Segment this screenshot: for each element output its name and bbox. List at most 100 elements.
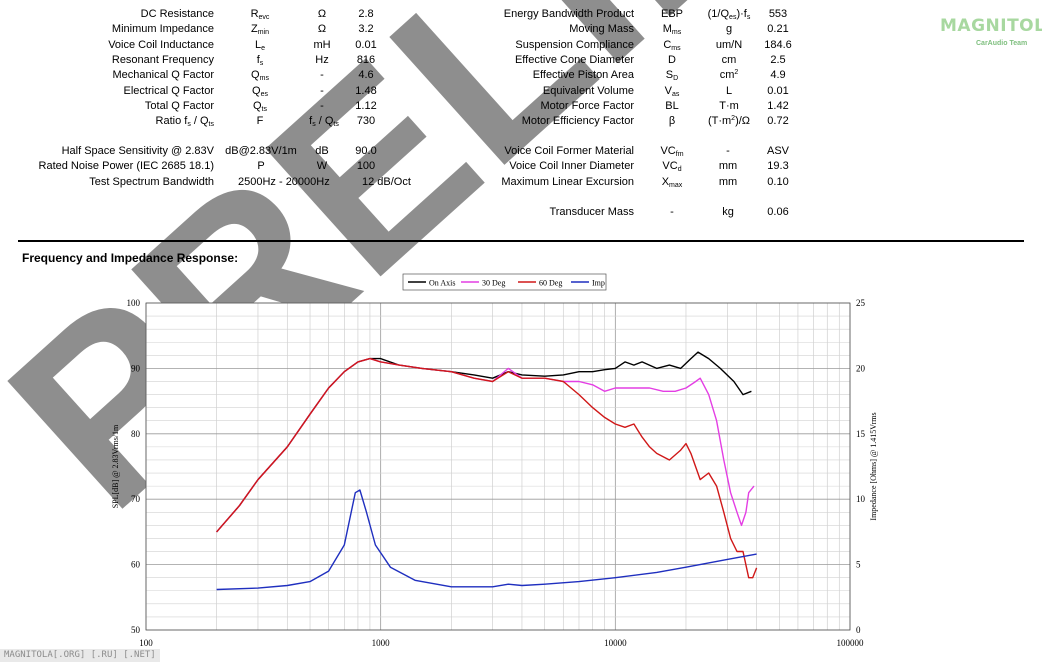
param-symbol: P xyxy=(257,160,265,173)
param-unit: T·m xyxy=(719,99,739,112)
param-label: Voice Coil Inductance xyxy=(108,38,214,51)
param-value: 730 xyxy=(356,115,376,128)
legend-entry: On Axis xyxy=(429,279,455,288)
param-unit: um/N xyxy=(715,38,743,51)
param-unit: - xyxy=(320,99,324,112)
site-footer: MAGNITOLA[.ORG] [.RU] [.NET] xyxy=(0,649,160,662)
param-value: 4.9 xyxy=(770,69,786,82)
param-label: Transducer Mass xyxy=(549,206,634,218)
param-symbol: fs xyxy=(256,53,264,67)
series-line-30-deg xyxy=(216,357,755,533)
param-symbol: Qms xyxy=(251,69,269,83)
param-symbol: Cms xyxy=(663,38,681,52)
param-unit: mH xyxy=(313,38,331,51)
param-label: Rated Noise Power (IEC 2685 18.1) xyxy=(38,160,214,173)
param-value: 0.01 xyxy=(767,84,789,97)
param-value: 3.2 xyxy=(358,23,374,36)
legend-box xyxy=(402,273,607,291)
param-symbol: VCfm xyxy=(660,145,684,158)
param-label: Electrical Q Factor xyxy=(123,84,214,97)
param-value: 90.0 xyxy=(355,145,377,157)
param-unit: Ω xyxy=(317,23,327,36)
y2-axis-label: Impedance [Ohms] @ 1.415Vrms xyxy=(869,412,878,520)
param-value: 0.72 xyxy=(767,115,789,128)
param-unit: Ω xyxy=(317,8,327,20)
param-unit: cm xyxy=(721,53,737,66)
y2-tick-label: 10 xyxy=(856,494,866,504)
series-line-on-axis xyxy=(216,351,752,533)
param-unit: Hz xyxy=(315,53,329,66)
param-value: 0.10 xyxy=(767,175,789,188)
param-label: Effective Cone Diameter xyxy=(514,53,634,66)
series-line-imp xyxy=(216,489,757,591)
param-unit: - xyxy=(320,84,324,97)
param-symbol: VCd xyxy=(662,160,682,174)
plot-area xyxy=(146,303,850,630)
param-symbol: Qts xyxy=(252,99,267,113)
param-value: 553 xyxy=(768,8,788,20)
param-label: Motor Efficiency Factor xyxy=(521,115,634,128)
param-label: Test Spectrum Bandwidth xyxy=(89,176,214,188)
param-label: Ratio fs / Qts xyxy=(155,115,214,129)
y-tick-label: 50 xyxy=(131,625,141,635)
param-label: Suspension Compliance xyxy=(515,38,634,51)
param-unit: mm xyxy=(718,160,738,173)
y-tick-label: 70 xyxy=(131,494,141,504)
x-tick-label: 10000 xyxy=(604,638,627,648)
param-label: Voice Coil Inner Diameter xyxy=(509,160,634,173)
bandwidth-slope: 12 dB/Oct xyxy=(362,176,411,188)
param-unit: (T·m2)/Ω xyxy=(707,115,751,128)
param-symbol: Le xyxy=(254,38,266,52)
param-value: 4.6 xyxy=(358,69,374,82)
section-title: Frequency and Impedance Response: xyxy=(22,251,239,265)
x-tick-label: 1000 xyxy=(372,638,391,648)
y-tick-label: 90 xyxy=(131,363,141,373)
param-symbol: dB@2.83V/1m xyxy=(225,145,297,157)
section-divider xyxy=(18,240,1024,242)
bandwidth-range: 2500Hz - 20000Hz xyxy=(238,176,330,188)
series-line-60-deg xyxy=(216,357,758,579)
param-value: 1.12 xyxy=(355,99,377,112)
y-tick-label: 100 xyxy=(127,298,141,308)
y2-tick-label: 0 xyxy=(856,625,861,635)
param-symbol: Qes xyxy=(252,84,268,98)
y-tick-label: 60 xyxy=(131,560,141,570)
param-label: Total Q Factor xyxy=(144,99,214,112)
param-unit: kg xyxy=(722,206,734,218)
param-value: 1.48 xyxy=(355,84,377,97)
param-value: 0.01 xyxy=(355,38,377,51)
param-unit: cm2 xyxy=(719,69,739,82)
x-tick-label: 100 xyxy=(139,638,153,648)
param-symbol: Vas xyxy=(664,84,680,98)
brand-logo: MAGNITOLA xyxy=(940,16,1042,36)
param-value: 2.8 xyxy=(358,8,374,20)
param-unit: mm xyxy=(718,175,738,188)
param-symbol: BL xyxy=(665,99,679,112)
param-symbol: Zmin xyxy=(250,23,269,37)
param-unit: fs / Qts xyxy=(309,115,339,129)
param-label: Effective Piston Area xyxy=(532,69,634,82)
x-tick-label: 100000 xyxy=(837,638,865,648)
y2-tick-label: 15 xyxy=(856,429,866,439)
brand-tagline: CarAudio Team xyxy=(976,40,1028,47)
param-label: Voice Coil Former Material xyxy=(504,145,634,157)
param-value: 184.6 xyxy=(764,38,792,51)
param-label: Minimum Impedance xyxy=(111,23,214,36)
param-unit: dB xyxy=(315,145,329,157)
param-symbol: - xyxy=(670,206,674,218)
param-value: 2.5 xyxy=(770,53,786,66)
param-label: Maximum Linear Excursion xyxy=(501,175,634,188)
param-value: 816 xyxy=(356,53,376,66)
param-unit: - xyxy=(320,69,324,82)
param-value: 0.06 xyxy=(767,206,789,218)
param-symbol: EBP xyxy=(660,8,683,20)
param-symbol: Xmax xyxy=(661,175,683,189)
param-unit: (1/Qes)·fs xyxy=(707,8,751,21)
y2-tick-label: 5 xyxy=(856,560,861,570)
y2-tick-label: 25 xyxy=(856,298,866,308)
param-value: 100 xyxy=(356,160,376,173)
param-symbol: D xyxy=(668,53,676,66)
param-label: Energy Bandwidth Product xyxy=(503,8,634,20)
legend-entry: 30 Deg xyxy=(482,279,505,288)
param-symbol: Mms xyxy=(662,23,682,37)
